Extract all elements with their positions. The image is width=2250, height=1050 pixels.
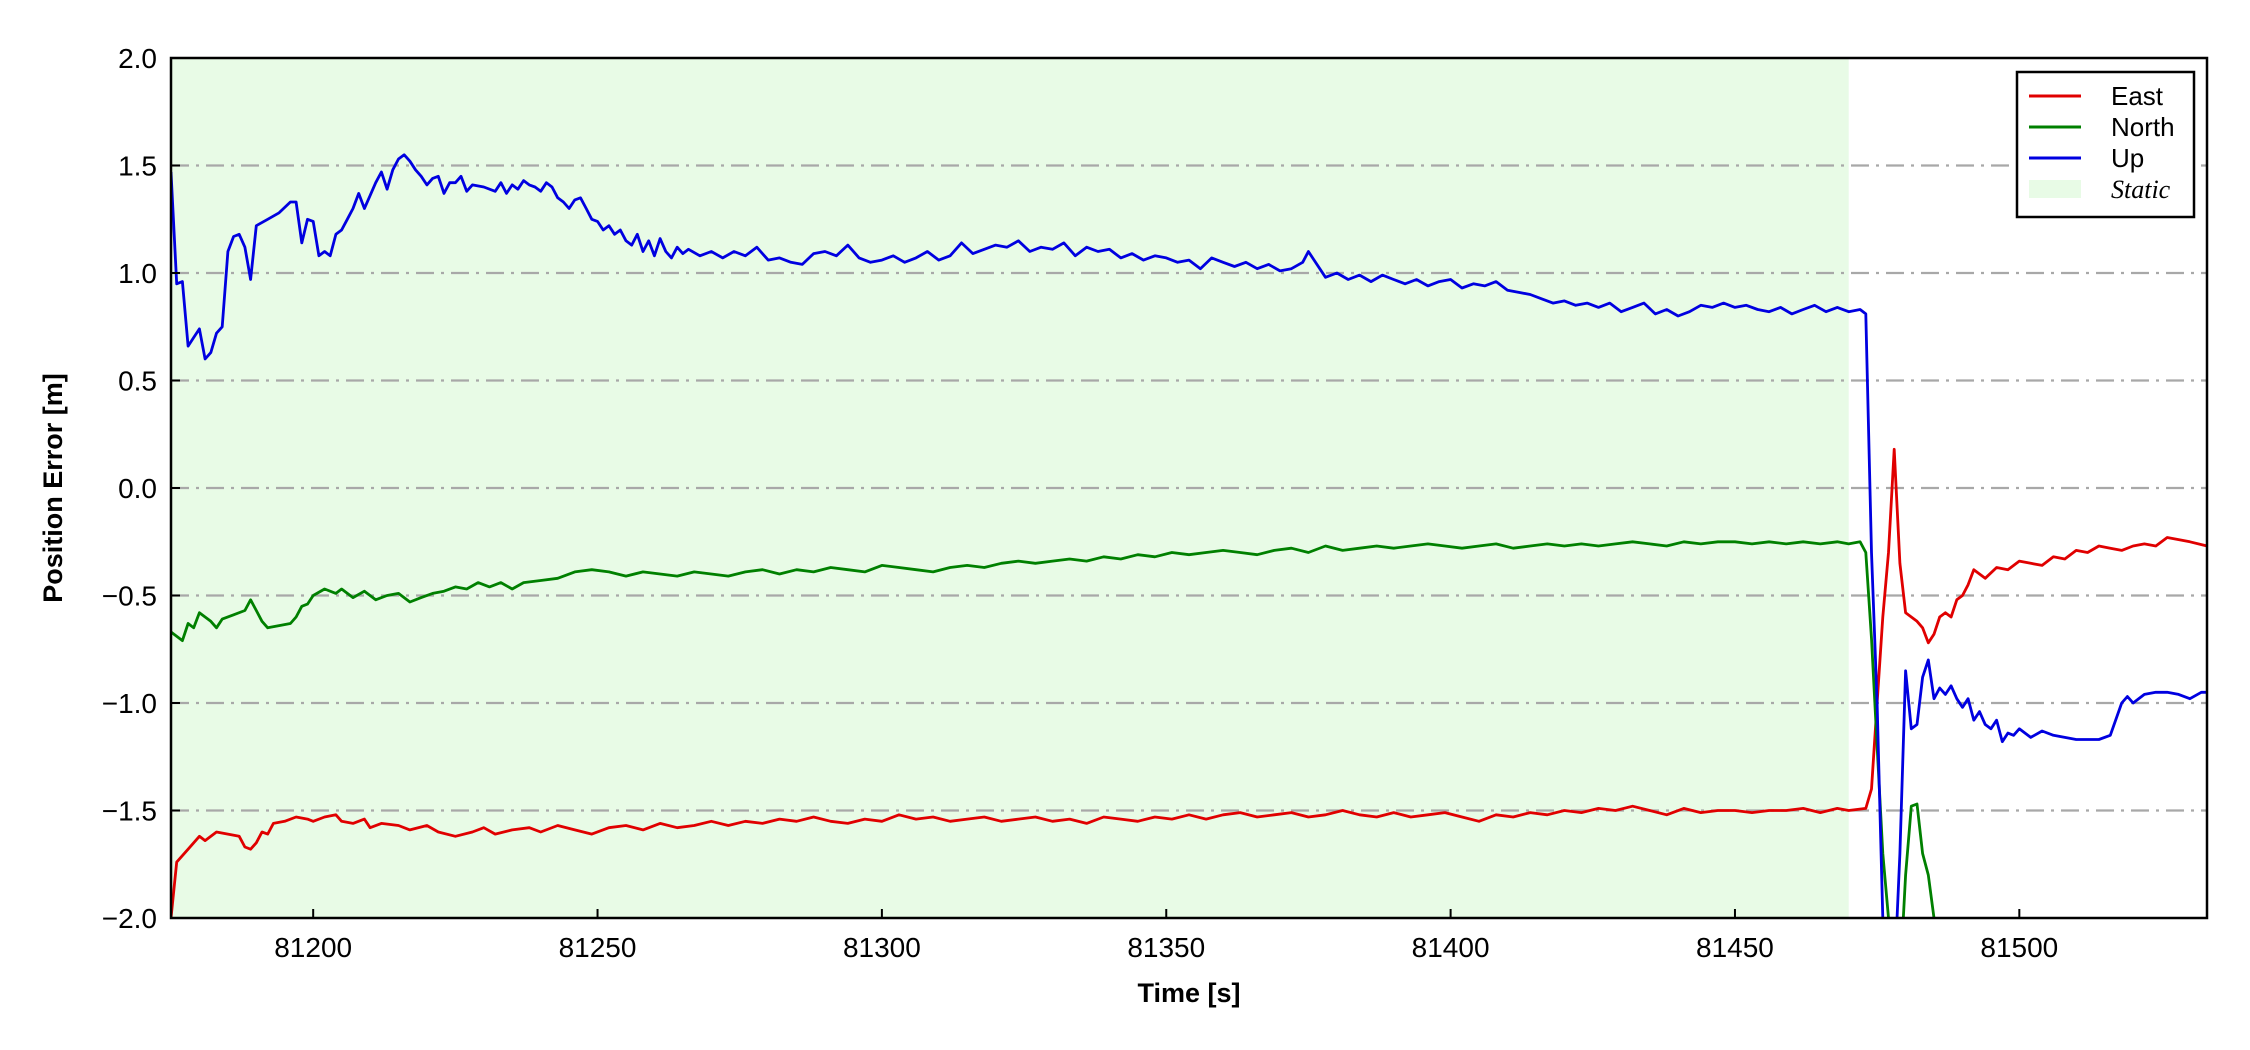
x-tick-label: 81450 bbox=[1696, 932, 1774, 963]
y-tick-label: 0.5 bbox=[118, 366, 157, 397]
y-axis-title: Position Error [m] bbox=[38, 373, 68, 603]
static-region bbox=[171, 58, 1849, 918]
legend-label-up: Up bbox=[2111, 143, 2144, 173]
x-tick-label: 81250 bbox=[559, 932, 637, 963]
legend-swatch-static bbox=[2029, 180, 2081, 198]
legend-label-north: North bbox=[2111, 112, 2175, 142]
y-tick-label: 1.5 bbox=[118, 151, 157, 182]
y-tick-label: −1.5 bbox=[102, 796, 157, 827]
legend-label-static: Static bbox=[2111, 175, 2171, 204]
y-tick-label: −2.0 bbox=[102, 903, 157, 934]
x-tick-label: 81300 bbox=[843, 932, 921, 963]
x-tick-label: 81400 bbox=[1412, 932, 1490, 963]
x-tick-label: 81350 bbox=[1127, 932, 1205, 963]
y-tick-label: 1.0 bbox=[118, 258, 157, 289]
series-line-up bbox=[171, 153, 2207, 918]
y-tick-label: 2.0 bbox=[118, 43, 157, 74]
x-tick-label: 81500 bbox=[1980, 932, 2058, 963]
y-tick-label: −1.0 bbox=[102, 688, 157, 719]
x-tick-label: 81200 bbox=[274, 932, 352, 963]
legend-label-east: East bbox=[2111, 81, 2164, 111]
series-line-east bbox=[171, 447, 2207, 918]
series-line-north bbox=[171, 540, 1936, 918]
x-axis-title: Time [s] bbox=[1137, 978, 1240, 1008]
y-tick-label: 0.0 bbox=[118, 473, 157, 504]
y-tick-label: −0.5 bbox=[102, 581, 157, 612]
